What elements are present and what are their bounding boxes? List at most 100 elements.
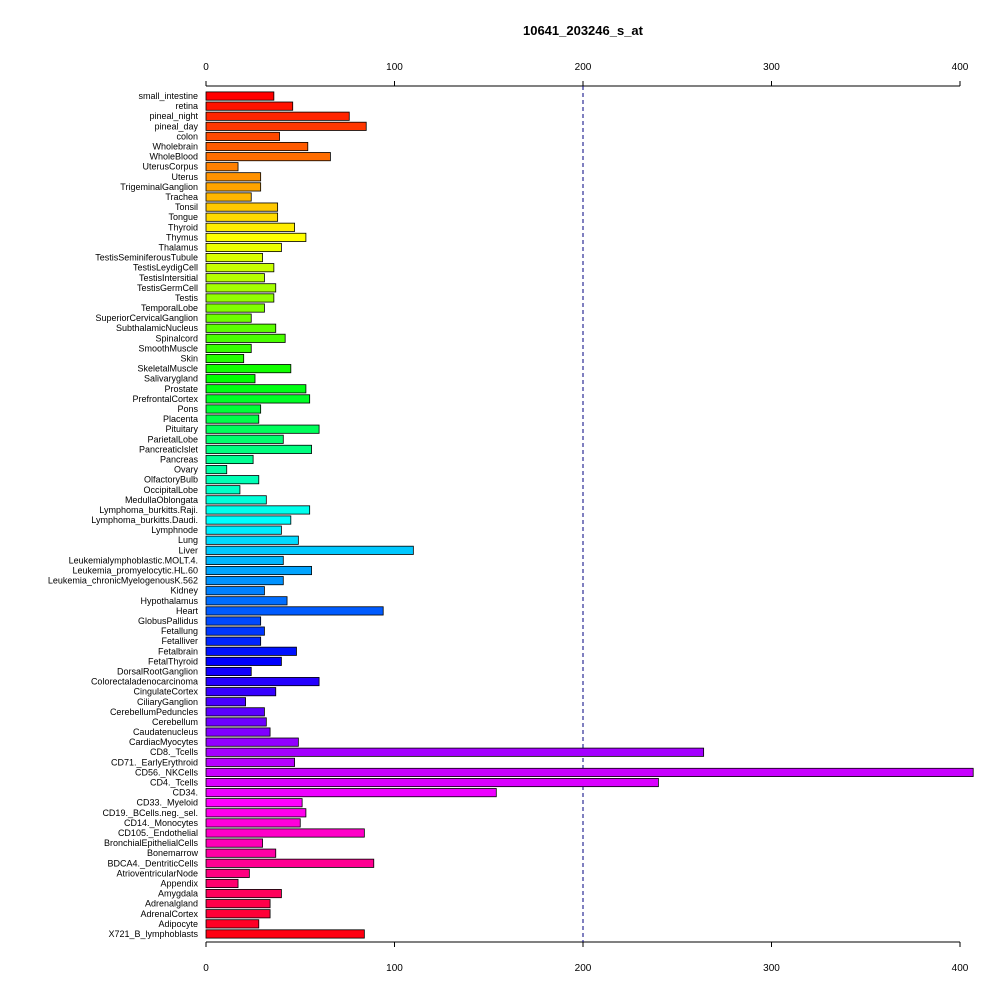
bar — [205, 929, 365, 939]
bar — [205, 192, 252, 202]
category-label: Testis — [175, 293, 199, 303]
category-label: pineal_day — [154, 121, 198, 131]
bars-group — [205, 91, 974, 939]
bar — [205, 687, 277, 697]
bottom-axis-tick-label: 400 — [952, 963, 969, 974]
bar — [205, 242, 282, 253]
bar — [205, 828, 365, 838]
bar — [205, 333, 286, 343]
bar — [205, 919, 260, 929]
category-label: BronchialEpithelialCells — [104, 838, 199, 848]
bar — [205, 848, 277, 858]
category-label: Bonemarrow — [147, 848, 199, 858]
category-label: WholeBlood — [149, 152, 198, 162]
category-label: Tongue — [168, 212, 198, 222]
bar — [205, 868, 250, 878]
bar — [205, 364, 292, 374]
category-label: UterusCorpus — [142, 162, 198, 172]
bar — [205, 626, 265, 636]
bar — [205, 495, 267, 505]
category-label: Fetalliver — [161, 636, 198, 646]
bar — [205, 101, 294, 111]
bar — [205, 757, 295, 767]
category-label: CD19._BCells.neg._sel. — [102, 808, 198, 818]
category-label: Fetallung — [161, 626, 198, 636]
top-x-axis: 0 100 200 300 400 — [203, 62, 969, 87]
category-label: Pons — [177, 404, 198, 414]
bar — [205, 263, 275, 273]
category-label: Spinalcord — [155, 333, 198, 343]
bar — [205, 182, 262, 192]
category-label: TestisSeminiferousTubule — [95, 253, 198, 263]
bar — [205, 434, 284, 444]
category-label: TemporalLobe — [141, 303, 198, 313]
category-label: ParietalLobe — [147, 434, 198, 444]
bar — [205, 858, 375, 868]
category-label: AtrioventricularNode — [116, 868, 198, 878]
category-label: Salivarygland — [144, 374, 198, 384]
top-axis-tick-label: 0 — [203, 62, 209, 73]
category-label: CD4._Tcells — [150, 778, 199, 788]
category-labels-group: small_intestineretinapineal_nightpineal_… — [48, 91, 199, 939]
category-label: Cerebellum — [152, 717, 198, 727]
bar — [205, 606, 384, 616]
category-label: Ovary — [174, 465, 199, 475]
chart-title: 10641_203246_s_at — [523, 23, 644, 38]
category-label: Uterus — [171, 172, 198, 182]
bottom-axis-tick-label: 100 — [386, 963, 403, 974]
category-label: SkeletalMuscle — [137, 364, 198, 374]
bar — [205, 717, 267, 727]
bar — [205, 515, 292, 525]
category-label: Lymphoma_burkitts.Raji. — [99, 505, 198, 515]
top-axis-tick-label: 300 — [763, 62, 780, 73]
bar — [205, 465, 228, 475]
bar — [205, 424, 320, 434]
bottom-x-axis: 0 100 200 300 400 — [203, 941, 969, 974]
category-label: CardiacMyocytes — [129, 737, 199, 747]
category-label: Lymphnode — [151, 525, 198, 535]
bar — [205, 303, 265, 313]
bar — [205, 273, 265, 283]
bar — [205, 666, 252, 677]
category-label: AdrenalCortex — [140, 909, 198, 919]
category-label: Colorectaladenocarcinoma — [91, 677, 198, 687]
bar — [205, 253, 263, 263]
bar — [205, 475, 260, 485]
category-label: BDCA4._DentriticCells — [107, 858, 198, 868]
category-label: Trachea — [165, 192, 198, 202]
bar — [205, 283, 277, 293]
bar — [205, 899, 271, 909]
category-label: PrefrontalCortex — [132, 394, 198, 404]
bar — [205, 636, 262, 646]
bar — [205, 677, 320, 687]
bottom-axis-tick-label: 0 — [203, 963, 209, 974]
bar — [205, 454, 254, 465]
bar — [205, 838, 263, 848]
top-axis-tick-label: 400 — [952, 62, 969, 73]
category-label: Pancreas — [160, 454, 199, 464]
bar — [205, 707, 265, 717]
bar — [205, 747, 705, 757]
category-label: SuperiorCervicalGanglion — [95, 313, 198, 323]
bar — [205, 212, 279, 222]
category-label: Prostate — [164, 384, 198, 394]
bar — [205, 232, 307, 242]
category-label: Fetalbrain — [158, 646, 198, 656]
category-label: Thymus — [166, 232, 199, 242]
bar — [205, 909, 271, 919]
bar — [205, 555, 284, 565]
bar — [205, 202, 279, 212]
bar — [205, 323, 277, 333]
category-label: TestisGermCell — [137, 283, 198, 293]
category-label: SmoothMuscle — [138, 343, 198, 353]
category-label: CD8._Tcells — [150, 747, 199, 757]
bar — [205, 737, 299, 747]
category-label: Adrenalgland — [145, 899, 198, 909]
category-label: Kidney — [170, 586, 198, 596]
bar — [205, 485, 241, 495]
category-label: CiliaryGanglion — [137, 697, 198, 707]
category-label: PancreaticIslet — [139, 444, 199, 454]
bar — [205, 404, 262, 414]
bar — [205, 313, 252, 323]
